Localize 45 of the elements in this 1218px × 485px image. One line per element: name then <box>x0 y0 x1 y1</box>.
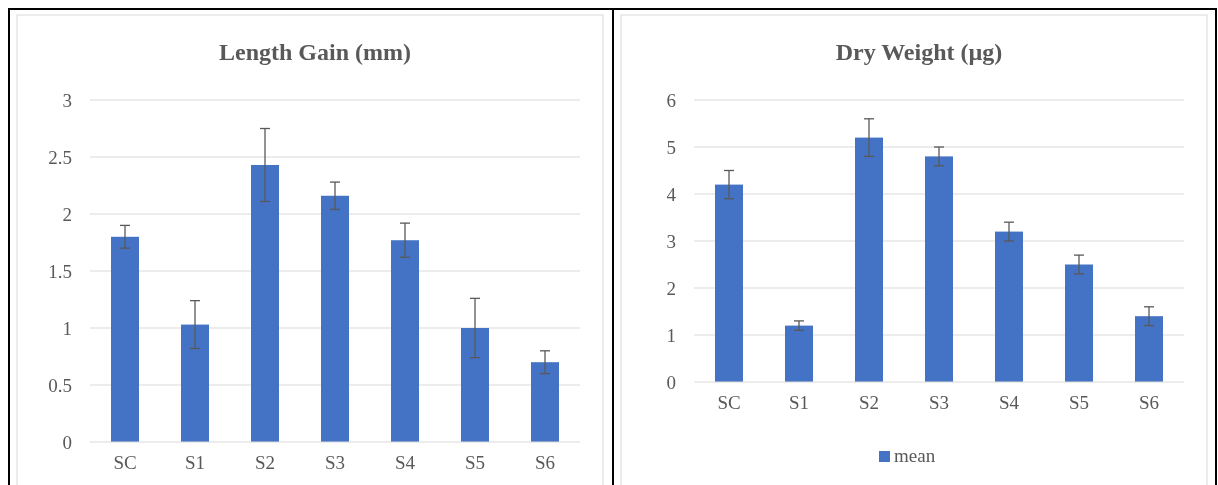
x-tick-label: S3 <box>324 452 346 474</box>
y-tick-label: 2 <box>666 277 676 299</box>
y-tick-label: 0.5 <box>48 374 72 396</box>
bar <box>461 328 489 442</box>
y-tick-label: 2.5 <box>48 146 72 168</box>
bar <box>181 324 209 442</box>
y-tick-label: 1 <box>62 317 72 339</box>
x-tick-label: S6 <box>1138 392 1159 414</box>
bar <box>391 240 419 442</box>
x-tick-label: S1 <box>184 452 206 474</box>
bar <box>531 362 559 442</box>
x-tick-label: S3 <box>928 392 949 414</box>
x-tick-label: SC <box>716 392 741 414</box>
bar <box>854 137 883 382</box>
x-tick-label: S4 <box>394 452 416 474</box>
bar <box>1134 316 1163 382</box>
chart-title: Dry Weight (µg) <box>835 39 1002 65</box>
bar <box>994 231 1023 382</box>
x-tick-label: SC <box>113 452 137 474</box>
y-tick-label: 3 <box>666 230 676 252</box>
x-tick-label: S1 <box>788 392 809 414</box>
y-tick-label: 5 <box>666 136 676 158</box>
x-tick-label: S5 <box>464 452 486 474</box>
y-tick-label: 0 <box>62 431 72 453</box>
bar <box>924 156 953 382</box>
bar <box>714 184 743 382</box>
bar <box>111 236 139 442</box>
bar <box>1064 264 1093 382</box>
x-tick-label: S4 <box>998 392 1020 414</box>
chart-title: Length Gain (mm) <box>219 39 411 65</box>
y-tick-label: 1 <box>666 324 676 346</box>
y-tick-label: 2 <box>62 203 72 225</box>
y-tick-label: 0 <box>666 371 676 393</box>
x-tick-label: S5 <box>1068 392 1089 414</box>
x-tick-label: S2 <box>858 392 879 414</box>
x-tick-label: S6 <box>534 452 556 474</box>
x-tick-label: S2 <box>254 452 276 474</box>
bar <box>251 164 279 442</box>
bar <box>784 325 813 382</box>
y-tick-label: 3 <box>62 89 72 111</box>
legend-label: mean <box>893 445 936 466</box>
y-tick-label: 6 <box>666 89 676 111</box>
y-tick-label: 1.5 <box>48 260 72 282</box>
y-tick-label: 4 <box>666 183 676 205</box>
bar <box>321 195 349 442</box>
